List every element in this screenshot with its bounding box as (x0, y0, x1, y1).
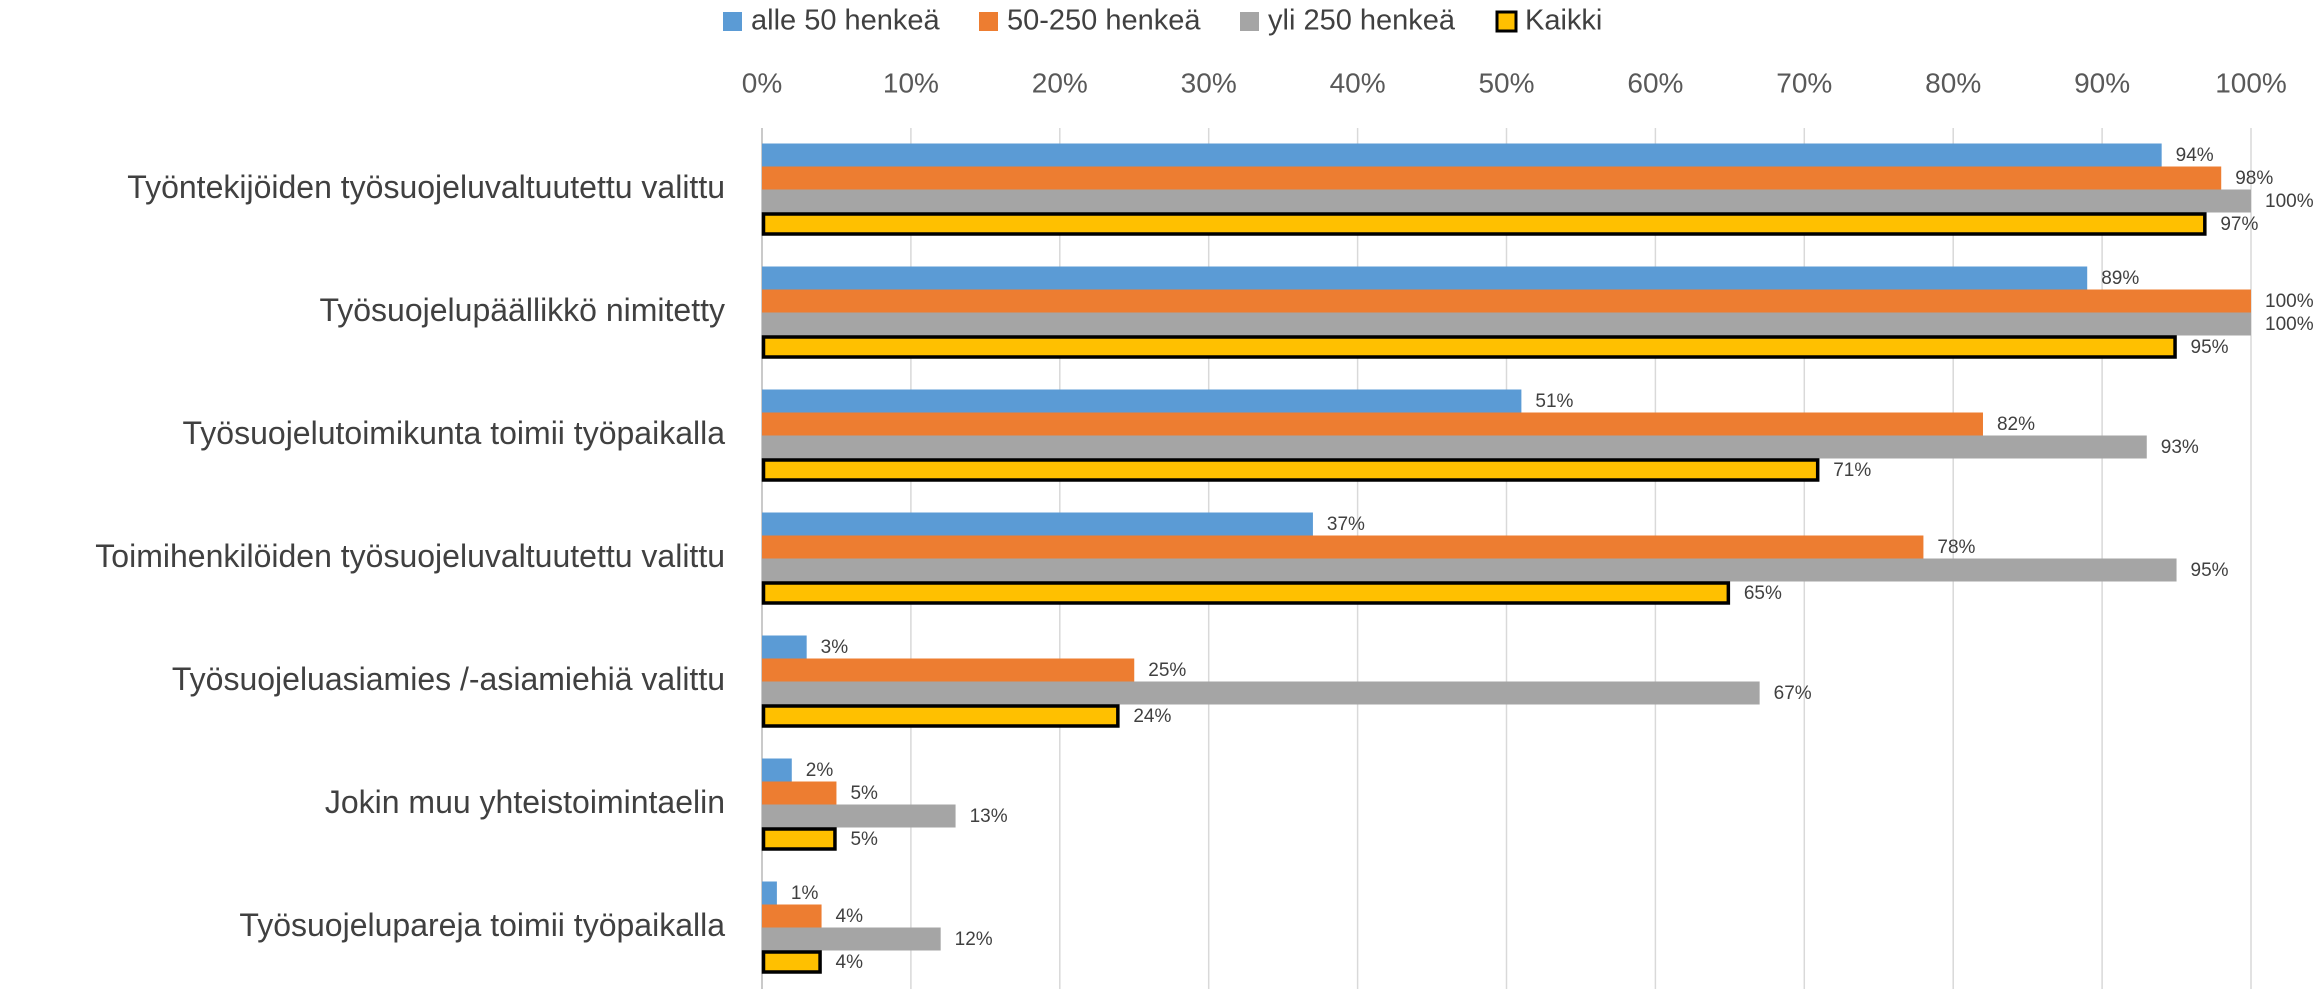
data-label: 67% (1774, 683, 1812, 704)
bar (761, 950, 822, 974)
bar (762, 512, 1313, 536)
bar (761, 704, 1120, 728)
y-tick-label: Työsuojeluasiamies /-asiamiehiä valittu (172, 661, 725, 697)
legend-label: yli 250 henkeä (1268, 5, 1456, 37)
data-label: 100% (2265, 291, 2314, 312)
legend-swatch (723, 12, 742, 31)
y-tick-label: Jokin muu yhteistoimintaelin (325, 784, 725, 820)
bar (762, 904, 822, 928)
bar (762, 266, 2088, 290)
bar (761, 827, 837, 851)
x-tick-label: 30% (1181, 67, 1237, 98)
data-label: 95% (2191, 337, 2229, 358)
x-tick-label: 60% (1627, 67, 1683, 98)
x-tick-label: 10% (883, 67, 939, 98)
data-label: 97% (2220, 214, 2258, 235)
bar (762, 435, 2147, 459)
bar (761, 335, 2177, 359)
bar (762, 558, 2177, 582)
x-tick-label: 90% (2074, 67, 2130, 98)
data-label: 78% (1937, 537, 1975, 558)
bar (762, 781, 837, 805)
x-tick-label: 80% (1925, 67, 1981, 98)
bar (761, 458, 1820, 482)
bar (762, 658, 1135, 682)
bar (762, 166, 2222, 190)
data-label: 4% (836, 906, 864, 927)
bar (762, 412, 1983, 436)
y-tick-label: Työsuojelutoimikunta toimii työpaikalla (183, 415, 726, 451)
bar (762, 635, 807, 659)
bar (762, 927, 941, 951)
bar (762, 389, 1522, 413)
data-label: 12% (955, 929, 993, 950)
bar (762, 758, 792, 782)
data-label: 100% (2265, 314, 2314, 335)
data-label: 89% (2101, 268, 2139, 289)
data-label: 94% (2176, 145, 2214, 166)
bar (762, 289, 2251, 313)
data-label: 95% (2191, 560, 2229, 581)
y-tick-label: Työntekijöiden työsuojeluvaltuutettu val… (127, 169, 725, 205)
bar (762, 189, 2251, 213)
bar (762, 804, 956, 828)
data-label: 13% (970, 806, 1008, 827)
x-tick-label: 0% (742, 67, 782, 98)
x-tick-label: 70% (1776, 67, 1832, 98)
data-label: 24% (1133, 706, 1171, 727)
data-label: 98% (2235, 168, 2273, 189)
data-label: 2% (806, 760, 834, 781)
bar (762, 143, 2162, 167)
bar (762, 681, 1760, 705)
data-label: 100% (2265, 191, 2314, 212)
data-label: 65% (1744, 583, 1782, 604)
data-label: 1% (791, 883, 819, 904)
legend-label: 50-250 henkeä (1007, 5, 1201, 37)
data-label: 5% (850, 783, 878, 804)
legend-label: Kaikki (1525, 5, 1602, 37)
data-label: 5% (850, 829, 878, 850)
data-label: 82% (1997, 414, 2035, 435)
data-label: 4% (836, 952, 864, 973)
legend-swatch (979, 12, 998, 31)
legend-swatch (1240, 12, 1259, 31)
data-label: 25% (1148, 660, 1186, 681)
legend-label: alle 50 henkeä (751, 5, 941, 37)
legend-swatch (1495, 10, 1518, 33)
y-tick-label: Toimihenkilöiden työsuojeluvaltuutettu v… (95, 538, 725, 574)
y-tick-label: Työsuojelupäällikkö nimitetty (319, 292, 725, 328)
y-tick-label: Työsuojelupareja toimii työpaikalla (239, 907, 725, 943)
data-label: 51% (1535, 391, 1573, 412)
x-tick-label: 40% (1330, 67, 1386, 98)
data-label: 93% (2161, 437, 2199, 458)
data-label: 71% (1833, 460, 1871, 481)
bar (762, 535, 1924, 559)
bar (761, 212, 2207, 236)
bar (762, 312, 2251, 336)
x-tick-label: 20% (1032, 67, 1088, 98)
x-tick-label: 100% (2215, 67, 2287, 98)
data-label: 37% (1327, 514, 1365, 535)
bar (762, 881, 777, 905)
data-label: 3% (821, 637, 849, 658)
bar (761, 581, 1731, 605)
x-tick-label: 50% (1478, 67, 1534, 98)
